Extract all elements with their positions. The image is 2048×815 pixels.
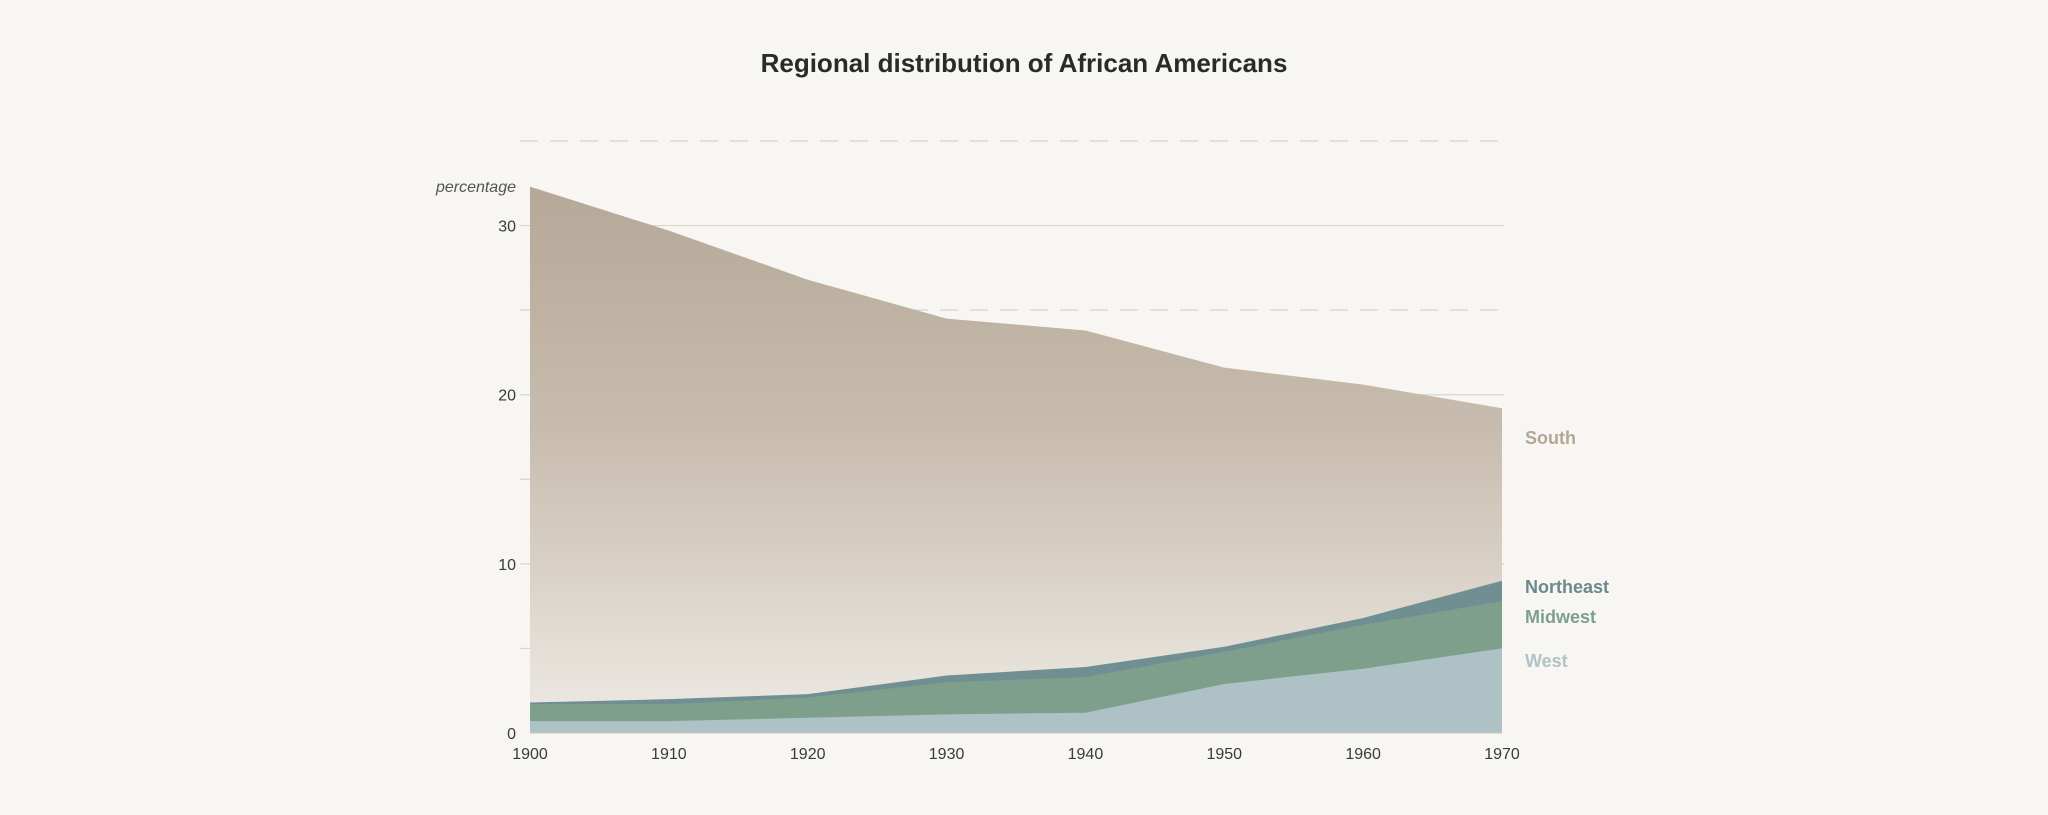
y-tick-label: 0 — [507, 726, 516, 743]
series-label-west: West — [1525, 651, 1568, 671]
x-tick-label: 1920 — [790, 746, 826, 763]
area-south — [530, 186, 1502, 733]
x-tick-label: 1960 — [1345, 746, 1381, 763]
y-axis-title: percentage — [435, 179, 516, 196]
x-tick-label: 1910 — [651, 746, 687, 763]
y-tick-label: 10 — [498, 557, 516, 574]
axes: 1900 1910 1920 1930 1940 1950 1960 1970 0 10 20 30 p… — [435, 179, 1520, 763]
chart-title: Regional distribution of African America… — [760, 48, 1288, 78]
x-tick-label: 1950 — [1206, 746, 1242, 763]
x-tick-label: 1930 — [929, 746, 965, 763]
area-west — [530, 648, 1502, 733]
series-labels: South Northeast Midwest West — [1525, 428, 1609, 671]
series-label-midwest: Midwest — [1525, 607, 1596, 627]
area-series — [530, 186, 1502, 733]
series-label-south: South — [1525, 428, 1576, 448]
series-label-northeast: Northeast — [1525, 577, 1609, 597]
y-tick-label: 20 — [498, 388, 516, 405]
y-tick-label: 30 — [498, 219, 516, 236]
x-tick-label: 1940 — [1068, 746, 1104, 763]
x-tick-label: 1970 — [1484, 746, 1520, 763]
x-tick-label: 1900 — [512, 746, 548, 763]
